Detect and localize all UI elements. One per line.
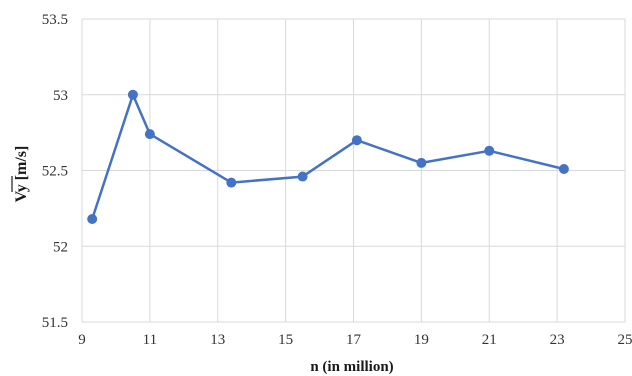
x-tick-label: 13 bbox=[210, 332, 225, 348]
x-tick-label: 21 bbox=[482, 332, 497, 348]
x-tick-labels: 9 11 13 15 17 19 21 23 25 bbox=[78, 332, 632, 348]
y-tick-label: 53 bbox=[53, 88, 68, 104]
data-point bbox=[226, 177, 237, 188]
gridlines bbox=[81, 18, 626, 323]
x-tick-label: 23 bbox=[550, 332, 565, 348]
data-point bbox=[558, 163, 569, 174]
x-tick-label: 17 bbox=[346, 332, 362, 348]
y-axis-title: Vy [m/s] bbox=[11, 146, 30, 203]
x-axis-label: n (in million) bbox=[310, 359, 393, 375]
y-tick-label: 53.5 bbox=[42, 12, 68, 28]
data-point bbox=[484, 145, 495, 156]
data-point bbox=[127, 89, 138, 100]
x-tick-label: 11 bbox=[143, 332, 157, 348]
y-tick-label: 51.5 bbox=[42, 315, 68, 331]
x-tick-label: 19 bbox=[414, 332, 429, 348]
y-tick-label: 52.5 bbox=[42, 164, 68, 180]
x-tick-label: 9 bbox=[78, 332, 86, 348]
y-tick-labels: 51.5 52 52.5 53 53.5 bbox=[42, 12, 68, 331]
y-tick-label: 52 bbox=[53, 239, 68, 255]
y-axis-label: Vy [m/s] bbox=[13, 146, 30, 203]
x-tick-label: 15 bbox=[278, 332, 293, 348]
data-point bbox=[416, 157, 427, 168]
data-point bbox=[87, 213, 98, 224]
data-point bbox=[144, 129, 155, 140]
x-tick-label: 25 bbox=[618, 332, 632, 348]
data-point bbox=[351, 135, 362, 146]
series-line bbox=[91, 93, 565, 220]
data-point bbox=[297, 171, 308, 182]
series-group bbox=[87, 89, 569, 224]
